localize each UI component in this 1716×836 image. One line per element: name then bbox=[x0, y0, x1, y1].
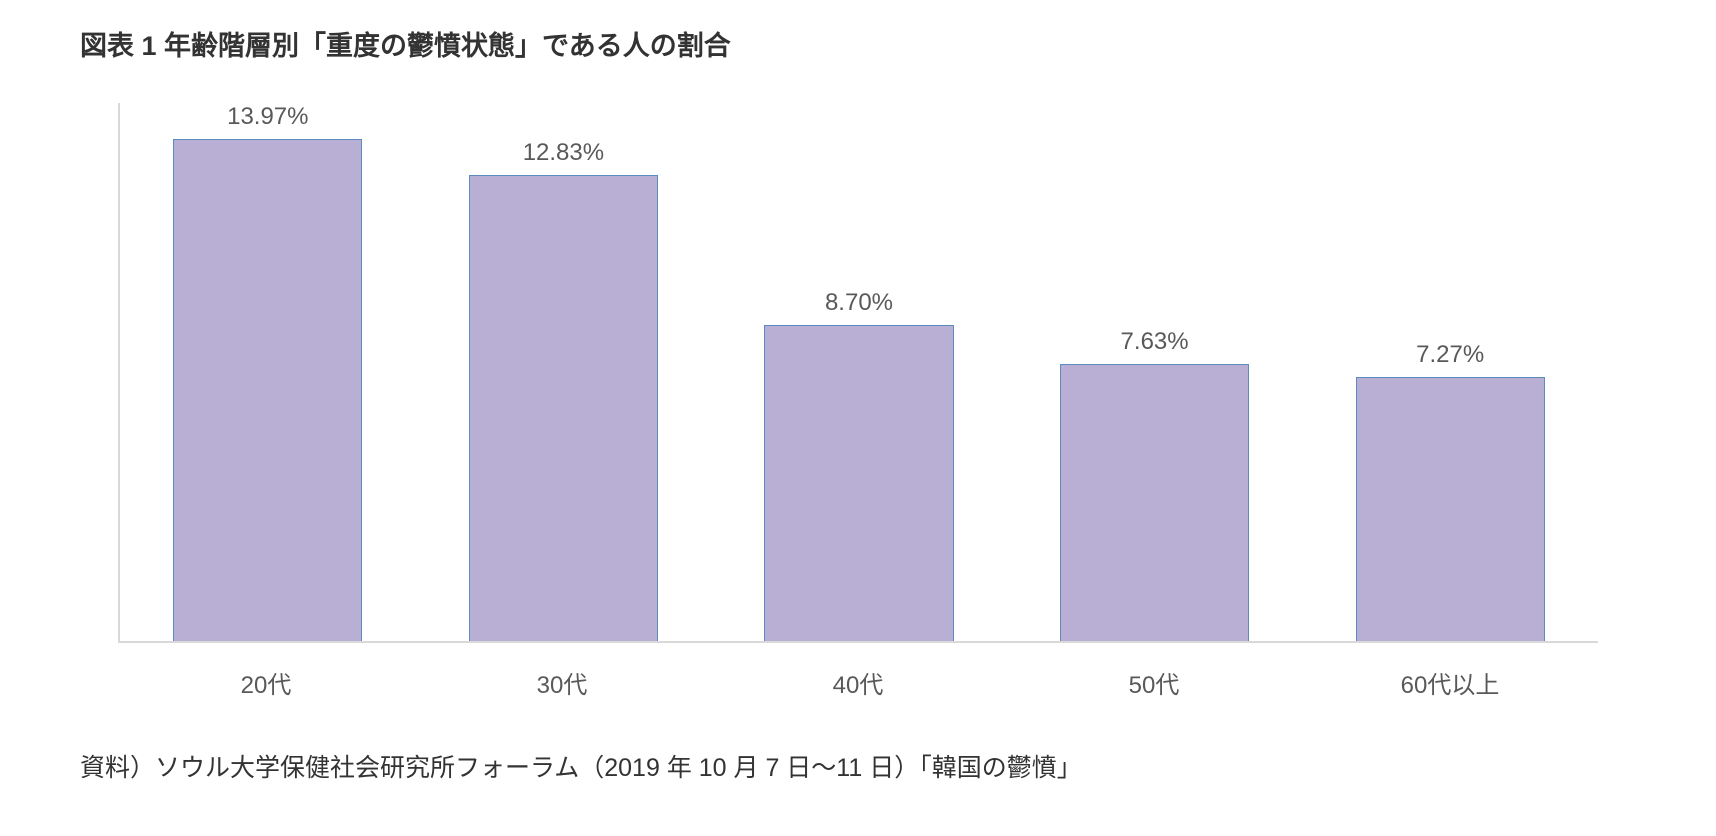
page: 図表 1 年齢階層別「重度の鬱憤状態」である人の割合 13.97% 12.83% 8… bbox=[0, 0, 1716, 836]
bar bbox=[469, 175, 658, 641]
bar-value-label: 8.70% bbox=[825, 289, 893, 317]
bar-value-label: 13.97% bbox=[227, 103, 308, 131]
bar bbox=[764, 325, 953, 641]
bar bbox=[1060, 364, 1249, 641]
chart-container: 13.97% 12.83% 8.70% 7.63% 7.27% 20代30代40代50代… bbox=[118, 103, 1598, 700]
bar-value-label: 7.27% bbox=[1416, 341, 1484, 369]
chart-x-axis: 20代30代40代50代60代以上 bbox=[118, 665, 1598, 700]
bar-slot: 13.97% bbox=[120, 103, 416, 641]
bar-slot: 7.63% bbox=[1007, 103, 1303, 641]
bar-value-label: 12.83% bbox=[523, 139, 604, 167]
bar-value-label: 7.63% bbox=[1121, 328, 1189, 356]
x-axis-label: 30代 bbox=[414, 665, 710, 700]
bar bbox=[1356, 377, 1545, 641]
bar-slot: 8.70% bbox=[711, 103, 1007, 641]
x-axis-label: 20代 bbox=[118, 665, 414, 700]
bar bbox=[173, 139, 362, 641]
x-axis-label: 60代以上 bbox=[1302, 665, 1598, 700]
chart-title: 図表 1 年齢階層別「重度の鬱憤状態」である人の割合 bbox=[80, 24, 1636, 63]
bar-slot: 7.27% bbox=[1302, 103, 1598, 641]
x-axis-label: 40代 bbox=[710, 665, 1006, 700]
chart-bars-group: 13.97% 12.83% 8.70% 7.63% 7.27% bbox=[120, 103, 1598, 641]
x-axis-label: 50代 bbox=[1006, 665, 1302, 700]
chart-plot-area: 13.97% 12.83% 8.70% 7.63% 7.27% bbox=[118, 103, 1598, 643]
chart-source-note: 資料）ソウル大学保健社会研究所フォーラム（2019 年 10 月 7 日～11 … bbox=[80, 748, 1636, 784]
bar-slot: 12.83% bbox=[416, 103, 712, 641]
